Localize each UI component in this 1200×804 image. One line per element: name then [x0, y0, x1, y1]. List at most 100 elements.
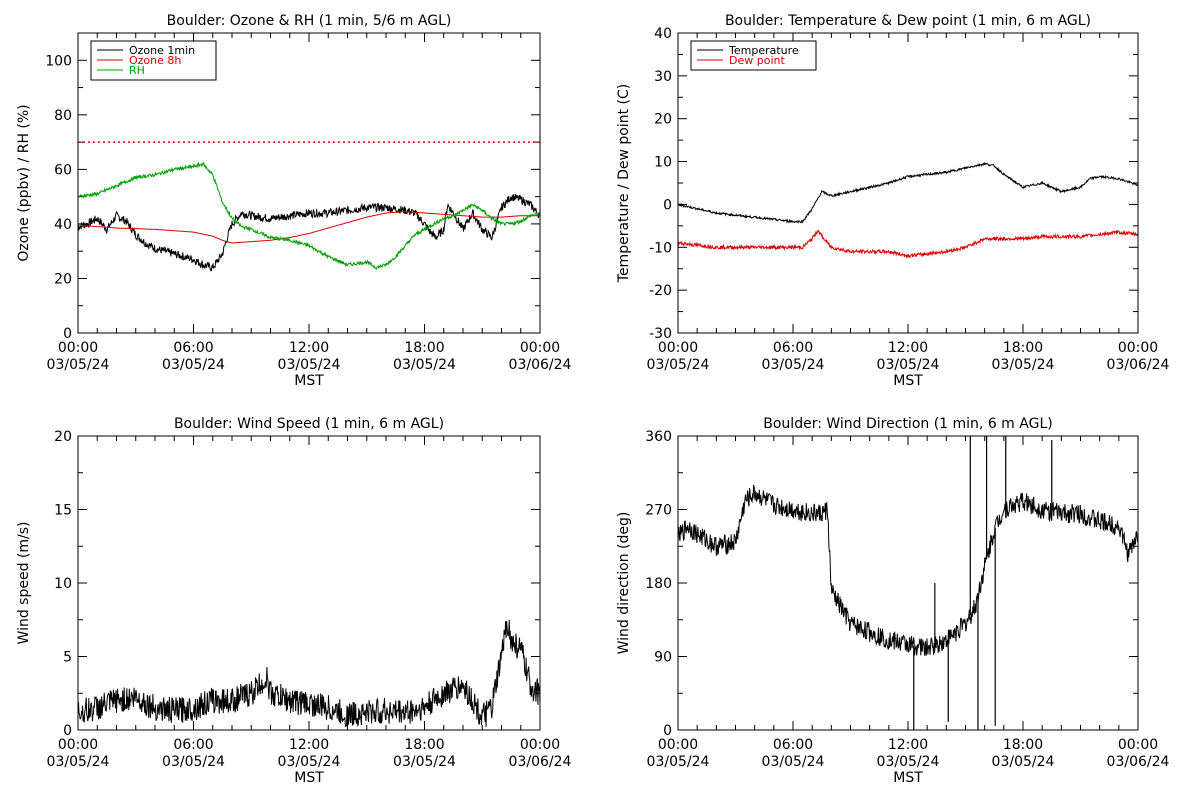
chart-title: Boulder: Wind Speed (1 min, 6 m AGL)	[174, 416, 444, 432]
plot-frame	[677, 435, 1139, 731]
legend-box	[690, 40, 817, 71]
series-line-2	[78, 211, 540, 244]
x-tick-date: 03/05/24	[47, 357, 110, 373]
y-tick-label: -10	[649, 240, 672, 256]
series-line-3	[78, 161, 540, 271]
y-tick-label: 40	[654, 26, 672, 42]
legend-label: Ozone 8h	[129, 54, 181, 67]
y-axis-label: Temperature / Dew point (C)	[616, 84, 632, 283]
x-tick-time: 00:00	[58, 340, 98, 356]
y-tick-label: 20	[54, 429, 72, 445]
x-axis-label: MST	[294, 770, 324, 786]
chart-panel-1: Boulder: Ozone & RH (1 min, 5/6 m AGL) Oz…	[16, 13, 572, 389]
chart-panel-2: Boulder: Temperature & Dew point (1 min,…	[616, 13, 1170, 389]
x-tick-date: 03/06/24	[509, 754, 572, 770]
x-tick-time: 18:00	[1003, 737, 1043, 753]
x-axis-label: MST	[294, 373, 324, 389]
series-group	[78, 619, 540, 728]
plot-frame	[77, 32, 541, 334]
x-tick-time: 18:00	[404, 340, 444, 356]
x-tick-date: 03/06/24	[1107, 357, 1170, 373]
legend-label: Temperature	[728, 44, 799, 57]
y-tick-label: 0	[663, 723, 672, 739]
series-line-1	[678, 484, 1138, 656]
x-tick-date: 03/05/24	[278, 754, 341, 770]
series-group	[678, 161, 1138, 259]
x-tick-date: 03/05/24	[992, 754, 1055, 770]
legend-label: Ozone 1min	[129, 44, 195, 57]
legend-label: Dew point	[729, 54, 785, 67]
series-line-1	[78, 193, 540, 272]
y-tick-label: 5	[63, 650, 72, 666]
y-tick-label: -20	[649, 283, 672, 299]
x-tick-time: 12:00	[888, 737, 928, 753]
x-tick-date: 03/05/24	[762, 754, 825, 770]
x-axis-label: MST	[893, 373, 923, 389]
x-tick-date: 03/05/24	[877, 754, 940, 770]
chart-panel-3: Boulder: Wind Speed (1 min, 6 m AGL) Wind…	[16, 416, 572, 786]
x-tick-time: 18:00	[1003, 340, 1043, 356]
y-tick-label: 30	[654, 69, 672, 85]
x-tick-date: 03/05/24	[647, 357, 710, 373]
y-axis-label: Wind direction (deg)	[616, 512, 632, 655]
y-tick-label: 10	[654, 155, 672, 171]
y-tick-label: 100	[45, 53, 72, 69]
plot-frame	[677, 32, 1139, 334]
y-tick-label: 90	[654, 650, 672, 666]
y-tick-label: 270	[645, 503, 672, 519]
x-tick-time: 18:00	[404, 737, 444, 753]
x-tick-time: 00:00	[1118, 737, 1158, 753]
x-tick-time: 00:00	[658, 737, 698, 753]
chart-panel-4: Boulder: Wind Direction (1 min, 6 m AGL)…	[616, 416, 1170, 786]
x-tick-time: 00:00	[658, 340, 698, 356]
x-tick-time: 06:00	[173, 340, 213, 356]
y-tick-label: 180	[645, 576, 672, 592]
x-tick-time: 06:00	[773, 340, 813, 356]
x-tick-date: 03/05/24	[762, 357, 825, 373]
y-axis-label: Ozone (ppbv) / RH (%)	[16, 104, 32, 261]
y-tick-label: 20	[54, 271, 72, 287]
chart-title: Boulder: Ozone & RH (1 min, 5/6 m AGL)	[167, 13, 452, 29]
x-tick-time: 00:00	[520, 340, 560, 356]
x-tick-date: 03/05/24	[162, 754, 225, 770]
y-tick-label: 360	[645, 429, 672, 445]
chart-title: Boulder: Wind Direction (1 min, 6 m AGL)	[763, 416, 1052, 432]
series-line-2	[678, 229, 1138, 259]
x-tick-time: 00:00	[520, 737, 560, 753]
x-tick-time: 00:00	[1118, 340, 1158, 356]
series-line-1	[78, 619, 540, 728]
y-tick-label: 40	[54, 217, 72, 233]
x-tick-date: 03/05/24	[278, 357, 341, 373]
x-tick-date: 03/05/24	[47, 754, 110, 770]
y-tick-label: 10	[54, 576, 72, 592]
legend-label: RH	[129, 64, 145, 77]
y-tick-label: -30	[649, 326, 672, 342]
x-tick-time: 12:00	[289, 737, 329, 753]
y-tick-label: 60	[54, 162, 72, 178]
series-line-1	[678, 161, 1138, 224]
x-tick-date: 03/06/24	[1107, 754, 1170, 770]
y-tick-label: 20	[654, 112, 672, 128]
y-tick-label: 0	[63, 326, 72, 342]
y-tick-label: 0	[63, 723, 72, 739]
x-tick-time: 00:00	[58, 737, 98, 753]
chart-title: Boulder: Temperature & Dew point (1 min,…	[725, 13, 1091, 29]
x-tick-date: 03/06/24	[509, 357, 572, 373]
x-tick-date: 03/05/24	[162, 357, 225, 373]
y-axis-label: Wind speed (m/s)	[16, 522, 32, 645]
y-tick-label: 15	[54, 503, 72, 519]
x-tick-time: 12:00	[289, 340, 329, 356]
y-tick-label: 0	[663, 197, 672, 213]
y-tick-label: 80	[54, 108, 72, 124]
x-tick-date: 03/05/24	[992, 357, 1055, 373]
x-tick-time: 06:00	[173, 737, 213, 753]
x-tick-time: 12:00	[888, 340, 928, 356]
plot-frame	[77, 435, 541, 731]
x-tick-date: 03/05/24	[877, 357, 940, 373]
x-tick-date: 03/05/24	[393, 754, 456, 770]
series-group	[78, 161, 540, 272]
x-axis-label: MST	[893, 770, 923, 786]
x-tick-time: 06:00	[773, 737, 813, 753]
